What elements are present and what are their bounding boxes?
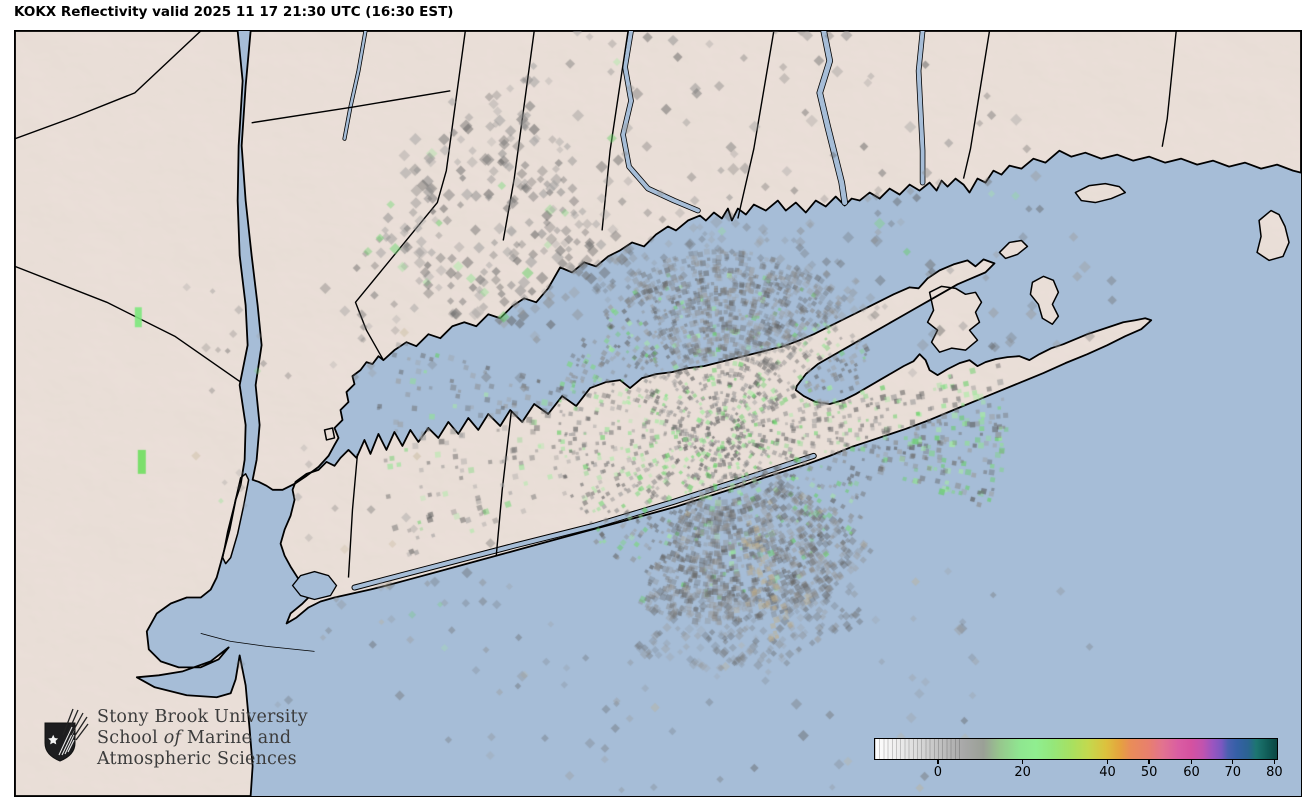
colorbar-tick-mark	[937, 759, 939, 764]
colorbar-tick-mark	[1148, 759, 1150, 764]
colorbar-tick-mark	[1190, 759, 1193, 764]
logo-line-3: Atmospheric Sciences	[97, 749, 297, 769]
colorbar-tick-mark	[1232, 759, 1234, 764]
colorbar-tick-label: 20	[1014, 765, 1031, 780]
logo-line-1: Stony Brook University	[97, 707, 308, 727]
radar-echo-layer	[15, 31, 1301, 796]
colorbar-tick-label: 0	[933, 765, 942, 780]
reflectivity-colorbar: 0 20 40 50 60 70 80	[874, 738, 1283, 782]
university-shield-icon	[44, 708, 89, 762]
colorbar-gradient	[874, 738, 1278, 760]
colorbar-discrete-steps	[875, 739, 964, 759]
logo-line-2: School of Marine and	[97, 728, 292, 748]
map-title: KOKX Reflectivity valid 2025 11 17 21:30…	[14, 4, 454, 20]
colorbar-tick-label: 70	[1224, 765, 1242, 780]
colorbar-tick-mark	[1106, 759, 1109, 764]
logo-text: Stony Brook University School of Marine …	[97, 707, 308, 770]
colorbar-tick-label: 80	[1266, 765, 1283, 780]
map-frame: Stony Brook University School of Marine …	[14, 30, 1302, 797]
colorbar-tick-mark	[1273, 759, 1276, 764]
stony-brook-logo: Stony Brook University School of Marine …	[43, 707, 308, 770]
colorbar-tick-label: 40	[1099, 765, 1116, 780]
colorbar-tick-label: 60	[1183, 765, 1200, 780]
colorbar-tick-mark	[1021, 759, 1024, 764]
colorbar-tick-label: 50	[1140, 765, 1158, 780]
